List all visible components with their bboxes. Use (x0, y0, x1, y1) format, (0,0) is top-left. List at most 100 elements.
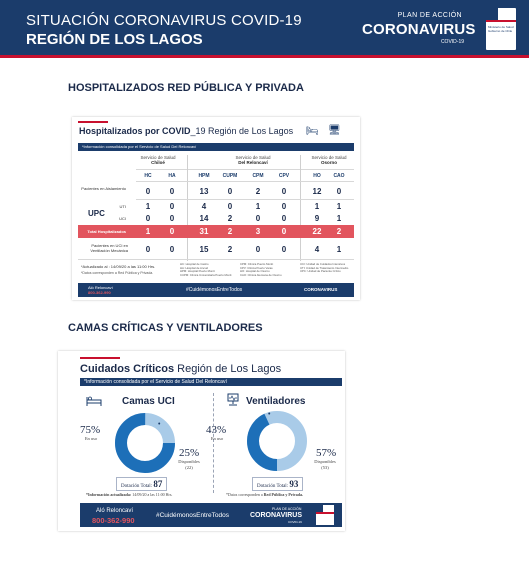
legend-col3: UCI: Unidad de Cuidados Intensivos UTI: … (300, 262, 349, 274)
row-label-total: Total Hospitalizados (87, 229, 126, 234)
table-cell: 0 (281, 187, 287, 196)
donut-segment-in-use (115, 413, 175, 473)
brand-plan-text: PLAN DE ACCIÓN (397, 12, 462, 19)
table-cell: 1 (314, 202, 320, 211)
table-cell: 0 (227, 187, 233, 196)
section-title-hospitalizados: HOSPITALIZADOS RED PÚBLICA Y PRIVADA (68, 82, 304, 94)
column-divider (187, 155, 188, 261)
table-cell: 1 (336, 245, 342, 254)
legend-col1: HC: Hospital de Castro HA: Hospital de A… (180, 262, 232, 277)
table-cell: 0 (145, 187, 151, 196)
column-header: HC (144, 173, 152, 179)
cuidados-criticos-infographic: Cuidados Críticos Región de Los Lagos *I… (58, 351, 345, 531)
uci-label: Camas UCI (122, 396, 175, 407)
uci-in-use-pct: 75% (80, 424, 101, 436)
header-divider (136, 169, 354, 170)
header-banner (0, 0, 529, 58)
government-logo: Ministerio de Salud Gobierno de Chile (486, 8, 516, 50)
table-cell: 2 (227, 214, 233, 223)
table-cell: 2 (255, 187, 261, 196)
group-reloncavi: Servicio de Salud Del Reloncaví (235, 155, 271, 165)
table-cell: 22 (312, 227, 322, 236)
column-header: HA (168, 173, 176, 179)
header-title-line2: REGIÓN DE LOS LAGOS (26, 31, 203, 48)
card-footer-band: Aló Reloncaví 800-362-990 #CuidémonosEnt… (80, 503, 342, 527)
row-divider (136, 181, 354, 182)
table-cell: 0 (169, 245, 175, 254)
brand-plan-text: PLAN DE ACCIÓN (272, 507, 302, 511)
brand-name-text: CORONAVIRUS (362, 21, 476, 38)
brand-sub-text: COVID-19 (288, 520, 302, 524)
hashtag: #CuidémonosEntreTodos (186, 287, 243, 293)
column-header: CPV (278, 173, 290, 179)
ventiladores-donut-chart (247, 411, 307, 471)
alo-reloncavi-label: Aló Reloncaví (96, 508, 134, 514)
table-cell: 0 (255, 245, 261, 254)
row-label-uti: UTI (119, 204, 126, 209)
phone-number: 800-362-990 (92, 516, 135, 525)
column-header: CUPM (222, 173, 238, 179)
table-cell: 1 (336, 202, 342, 211)
data-footnote: *Datos corresponden a Red Pública y Priv… (226, 492, 303, 497)
brand-name-text: CORONAVIRUS (304, 287, 338, 292)
data-footnote: *Datos corresponden a Red Pública y Priv… (81, 271, 154, 275)
column-header: HO (313, 173, 321, 179)
uci-available-count: (22) (185, 465, 193, 470)
table-cell: 1 (145, 227, 151, 236)
row-label-aislamiento: Pacientes en Aislamiento (81, 186, 126, 191)
vent-available-count: (53) (321, 465, 329, 470)
uci-available-label: Disponibles (178, 459, 200, 464)
row-label-ventilacion: Pacientes en UCI en Ventilación Mecánica (90, 243, 128, 253)
table-cell: 14 (199, 214, 209, 223)
row-label-uci: UCI (119, 216, 126, 221)
update-footnote: *Información actualizada: 14/09/20 a las… (86, 492, 173, 497)
table-cell: 4 (314, 245, 320, 254)
table-cell: 0 (169, 214, 175, 223)
hospital-bed-icon: 🛏 (306, 126, 319, 137)
brand-name-text: CORONAVIRUS (250, 512, 302, 519)
table-cell: 31 (199, 227, 209, 236)
table-cell: 0 (336, 187, 342, 196)
header-title-line1: SITUACIÓN CORONAVIRUS COVID-19 (26, 12, 302, 29)
marker-dot: • (158, 421, 161, 428)
table-cell: 15 (199, 245, 209, 254)
info-banner: *Información consolidada por el Servicio… (78, 143, 354, 151)
table-cell: 9 (314, 214, 320, 223)
table-cell: 0 (281, 214, 287, 223)
row-label-upc: UPC (88, 209, 105, 218)
column-header: CAO (333, 173, 345, 179)
coronavirus-brand-logo: PLAN DE ACCIÓN CORONAVIRUS COVID-19 (362, 12, 476, 48)
brand-sub-text: COVID-19 (440, 39, 464, 45)
table-cell: 0 (145, 214, 151, 223)
alo-reloncavi-label: Aló Reloncaví (88, 285, 113, 290)
table-cell: 13 (199, 187, 209, 196)
ventiladores-label: Ventiladores (246, 396, 306, 407)
table-cell: 4 (201, 202, 207, 211)
row-divider (78, 259, 354, 260)
uci-available-pct: 25% (179, 447, 200, 459)
header-stripe (0, 55, 529, 58)
table-cell: 1 (255, 202, 261, 211)
update-footnote: *Actualizado al : 14/09/20 a las 11:00 H… (81, 264, 156, 269)
table-cell: 2 (336, 227, 342, 236)
government-logo-text: Ministerio de Salud Gobierno de Chile (488, 25, 514, 33)
table-cell: 12 (312, 187, 322, 196)
uci-in-use-label: En uso (84, 436, 98, 441)
vent-in-use-label: En uso (210, 436, 224, 441)
panel-divider (213, 393, 215, 493)
total-row-bar (78, 225, 354, 238)
ventilator-icon (227, 393, 239, 406)
hashtag: #CuidémonosEntreTodos (156, 512, 229, 519)
uci-donut-chart (115, 413, 175, 473)
info-banner: *Información consolidada por el Servicio… (80, 378, 342, 386)
table-cell: 1 (145, 202, 151, 211)
group-chiloe: Servicio de Salud Chiloé (140, 155, 176, 165)
column-header: CPM (252, 173, 264, 179)
section-title-camas-criticas: CAMAS CRÍTICAS Y VENTILADORES (68, 322, 263, 334)
legend-col2: CPM: Clínica Puerto Montt CPV: Clínica P… (240, 262, 282, 277)
table-cell: 0 (281, 227, 287, 236)
ventilator-icon: 🖥 (328, 125, 341, 136)
table-cell: 0 (255, 214, 261, 223)
table-cell: 3 (255, 227, 261, 236)
vent-in-use-pct: 43% (206, 424, 227, 436)
